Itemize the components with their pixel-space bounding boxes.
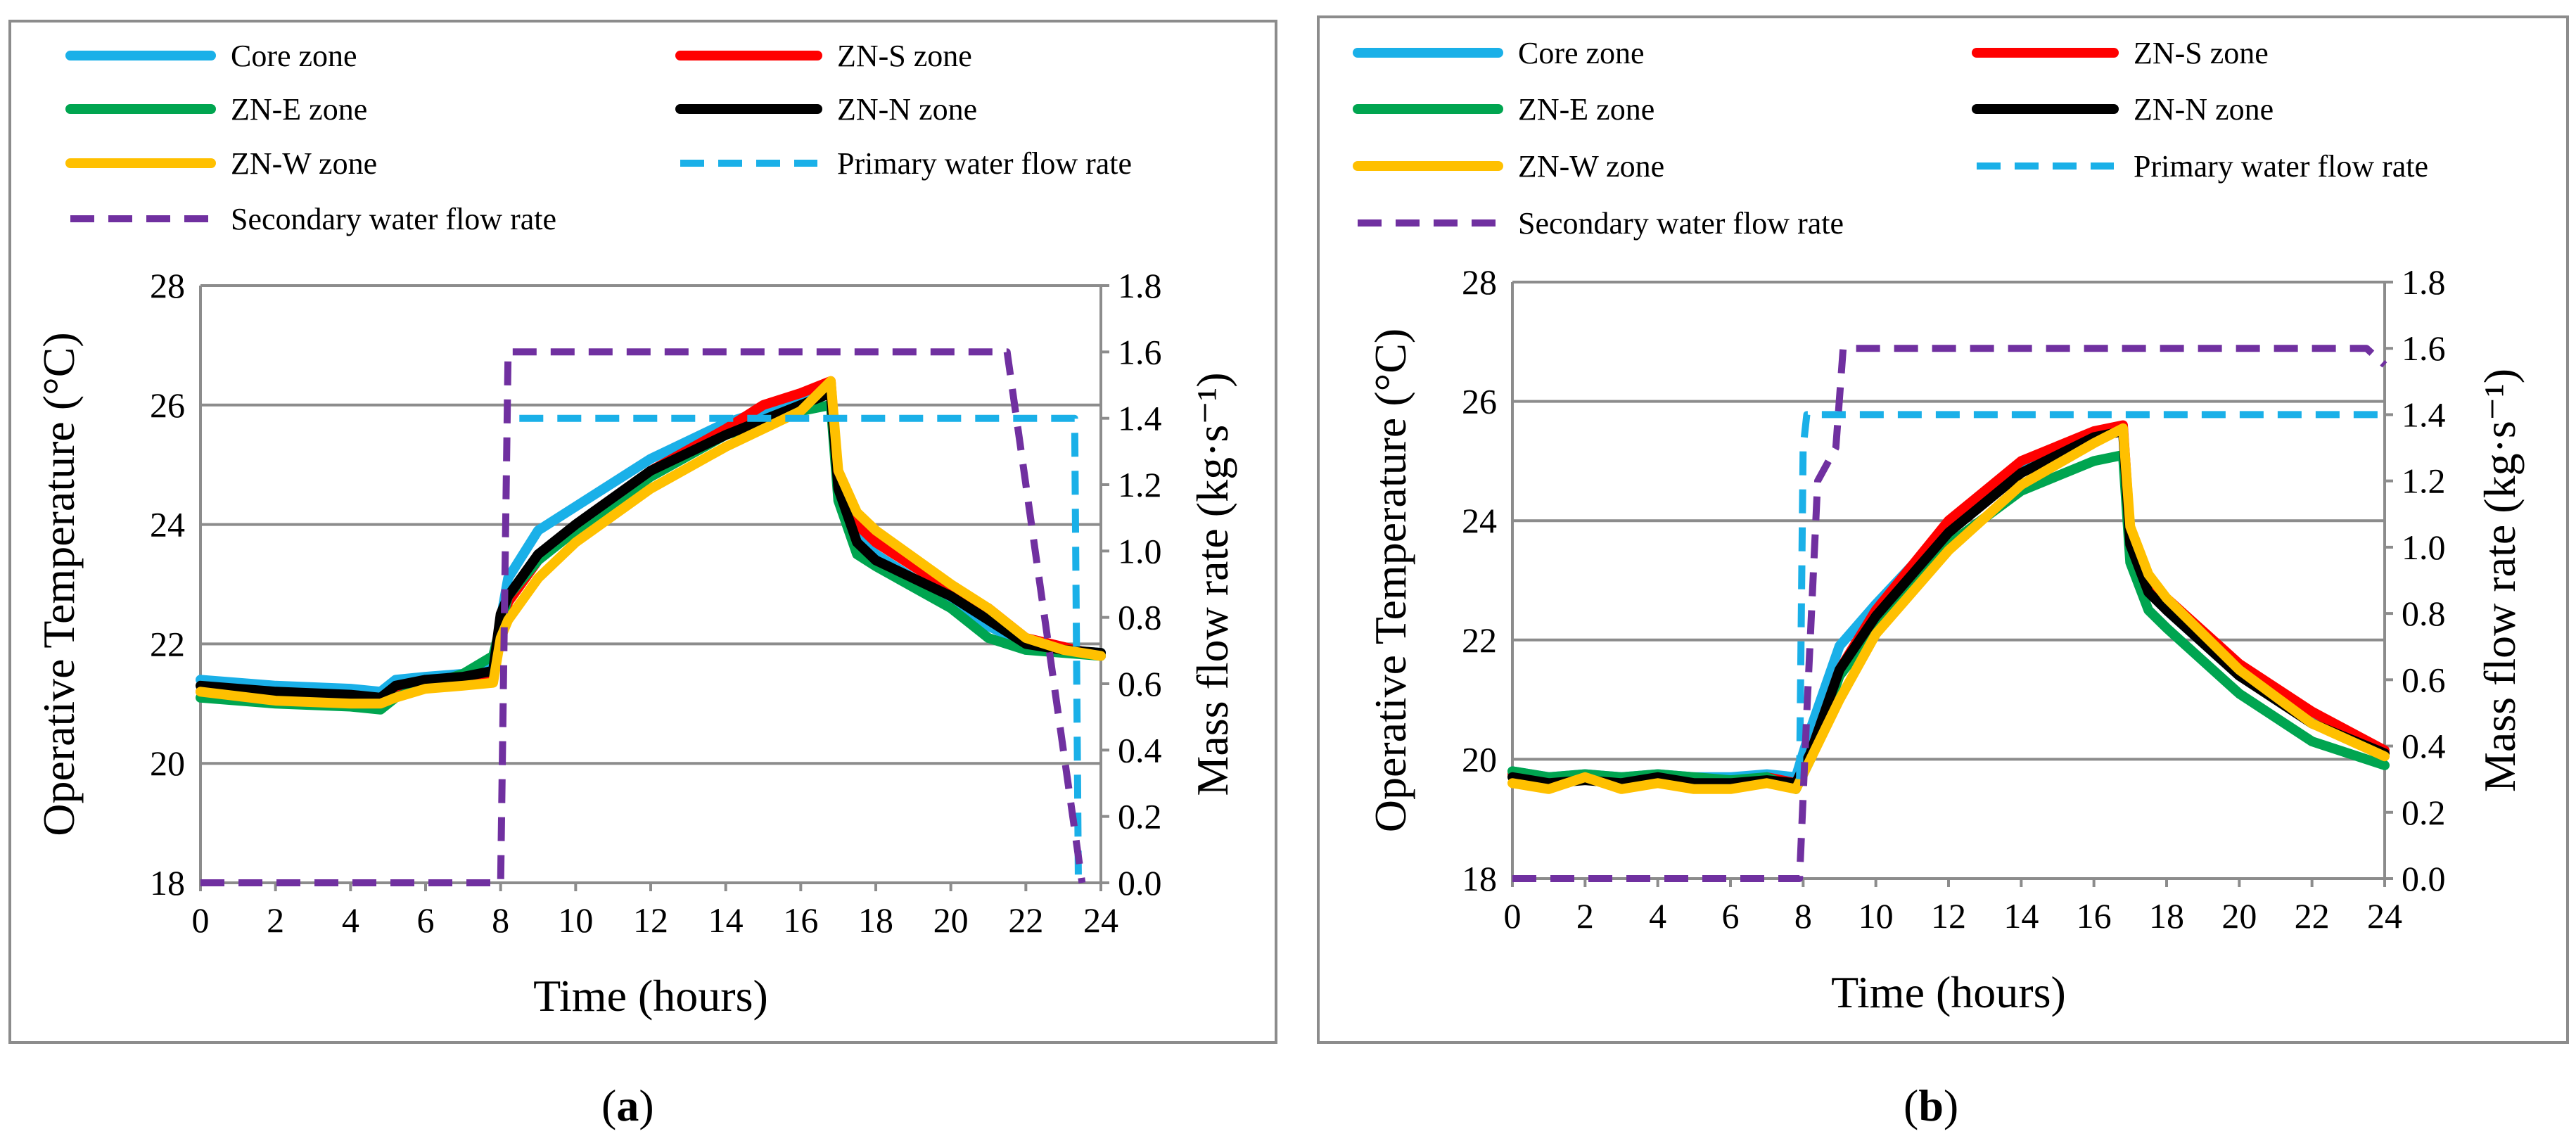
legend-label-zn_n: ZN-N zone (837, 92, 977, 127)
legend-label-zn_e: ZN-E zone (1518, 92, 1654, 127)
series-line-primary (1796, 411, 2385, 779)
x-tick-label: 24 (1083, 900, 1118, 940)
y2-tick-label: 1.4 (1118, 399, 1162, 438)
legend-label-zn_e: ZN-E zone (231, 92, 367, 127)
y2-tick-label: 1.2 (2402, 461, 2446, 501)
series-line-secondary (1512, 345, 2387, 882)
y2-tick-label: 1.0 (2402, 528, 2446, 567)
y-tick-label: 28 (1462, 262, 1497, 302)
x-tick-label: 4 (342, 900, 359, 940)
chart-panel-b: 0 2 4 6 8 10 12 14 16 18 20 22 241820222426280.00.20… (1353, 36, 2525, 1017)
y2-tick-label: 0.4 (1118, 730, 1162, 770)
y2-tick-label: 0.0 (2402, 859, 2446, 898)
legend-label-core: Core zone (1518, 36, 1645, 70)
y2-axis-title: Mass flow rate (kg·s⁻¹) (1187, 372, 1237, 796)
legend-label-core: Core zone (231, 39, 357, 73)
y2-tick-label: 0.4 (2402, 727, 2446, 766)
y-axis-title: Operative Temperature (°C) (1365, 329, 1415, 833)
x-tick-label: 6 (1722, 896, 1740, 936)
x-tick-label: 16 (783, 900, 818, 940)
panel-frame-a (8, 20, 1277, 1044)
series-line-secondary (200, 348, 1086, 886)
x-tick-label: 12 (633, 900, 668, 940)
chart-panel-a: 0 2 4 6 8 10 12 14 16 18 20 22 241820222426280.00.20… (34, 39, 1237, 1021)
y2-tick-label: 0.6 (2402, 660, 2446, 699)
x-tick-label: 22 (2295, 896, 2330, 936)
y2-tick-label: 1.4 (2402, 395, 2446, 434)
x-tick-label: 22 (1008, 900, 1043, 940)
x-tick-label: 16 (2077, 896, 2112, 936)
y-tick-label: 20 (150, 744, 185, 783)
x-tick-label: 2 (1576, 896, 1594, 936)
x-tick-label: 0 (192, 900, 210, 940)
y2-tick-label: 1.6 (1118, 332, 1162, 371)
legend-label-zn_s: ZN-S zone (837, 39, 972, 73)
x-axis-title: Time (hours) (1831, 967, 2066, 1017)
legend-label-zn_w: ZN-W zone (1518, 149, 1664, 184)
y-tick-label: 18 (1462, 859, 1497, 898)
legend-label-secondary: Secondary water flow rate (1518, 206, 1844, 241)
y-tick-label: 24 (150, 505, 185, 544)
x-tick-label: 0 (1504, 896, 1522, 936)
x-tick-label: 10 (1858, 896, 1894, 936)
y2-tick-label: 0.6 (1118, 664, 1162, 703)
x-tick-label: 8 (492, 900, 509, 940)
y2-tick-label: 0.2 (1118, 797, 1162, 836)
x-tick-label: 12 (1931, 896, 1966, 936)
caption-a-letter: a (616, 1080, 639, 1130)
caption-b-letter: b (1918, 1080, 1944, 1130)
y-tick-label: 26 (150, 385, 185, 425)
y2-tick-label: 1.2 (1118, 465, 1162, 504)
y2-tick-label: 1.0 (1118, 531, 1162, 570)
caption-b: (b) (1904, 1080, 1959, 1130)
series-line-zn_w (1507, 423, 2390, 794)
y2-tick-label: 0.2 (2402, 793, 2446, 832)
x-tick-label: 2 (267, 900, 284, 940)
legend-label-zn_w: ZN-W zone (231, 146, 377, 181)
series-line-zn_n (1507, 426, 2390, 789)
x-tick-label: 10 (558, 900, 593, 940)
y-tick-label: 26 (1462, 382, 1497, 421)
y-tick-label: 24 (1462, 501, 1497, 540)
y-tick-label: 28 (150, 266, 185, 305)
x-tick-label: 18 (858, 900, 893, 940)
series-line-zn_w (196, 376, 1106, 709)
x-tick-label: 14 (2003, 896, 2039, 936)
y2-tick-label: 0.8 (2402, 594, 2446, 633)
x-tick-label: 20 (2221, 896, 2257, 936)
x-tick-label: 8 (1794, 896, 1812, 936)
y-tick-label: 22 (150, 624, 185, 663)
y2-tick-label: 1.8 (2402, 262, 2446, 302)
x-tick-label: 4 (1649, 896, 1666, 936)
x-axis-title: Time (hours) (533, 971, 768, 1021)
y2-tick-label: 1.6 (2402, 329, 2446, 368)
series-line-zn_n (196, 388, 1106, 703)
x-tick-label: 24 (2367, 896, 2402, 936)
x-tick-label: 14 (708, 900, 744, 940)
y-tick-label: 22 (1462, 620, 1497, 660)
x-tick-label: 6 (417, 900, 435, 940)
series-line-primary (519, 414, 1082, 884)
y2-tick-label: 0.8 (1118, 598, 1162, 637)
caption-a: (a) (601, 1080, 654, 1130)
y2-tick-label: 0.0 (1118, 863, 1162, 903)
y-tick-label: 20 (1462, 739, 1497, 779)
x-tick-label: 18 (2149, 896, 2184, 936)
legend-label-primary: Primary water flow rate (837, 146, 1132, 181)
y-tick-label: 18 (150, 863, 185, 903)
legend-label-zn_n: ZN-N zone (2134, 92, 2274, 127)
legend-label-zn_s: ZN-S zone (2134, 36, 2269, 70)
y-axis-title: Operative Temperature (°C) (34, 332, 84, 836)
legend-label-primary: Primary water flow rate (2134, 149, 2428, 184)
y2-tick-label: 1.8 (1118, 266, 1162, 305)
legend-label-secondary: Secondary water flow rate (231, 202, 556, 236)
x-tick-label: 20 (933, 900, 969, 940)
y2-axis-title: Mass flow rate (kg·s⁻¹) (2475, 369, 2525, 792)
